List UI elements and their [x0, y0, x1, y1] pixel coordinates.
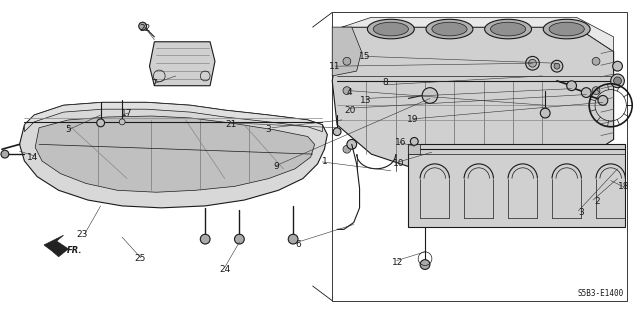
Text: 18: 18	[618, 182, 629, 191]
Circle shape	[566, 81, 577, 91]
Circle shape	[343, 145, 351, 153]
Circle shape	[97, 119, 104, 127]
Circle shape	[529, 59, 536, 67]
Text: 3: 3	[265, 125, 271, 134]
Ellipse shape	[367, 19, 414, 39]
Ellipse shape	[426, 19, 473, 39]
Circle shape	[410, 137, 418, 145]
Circle shape	[234, 234, 244, 244]
Circle shape	[525, 56, 540, 70]
Circle shape	[343, 87, 351, 94]
Text: 8: 8	[382, 78, 388, 87]
Ellipse shape	[484, 19, 532, 39]
Polygon shape	[20, 102, 327, 208]
Polygon shape	[24, 102, 323, 132]
Text: 16: 16	[395, 138, 406, 147]
Text: 24: 24	[219, 265, 230, 274]
Polygon shape	[44, 235, 68, 257]
Circle shape	[581, 88, 591, 97]
Circle shape	[551, 60, 563, 72]
Text: 14: 14	[26, 152, 38, 161]
Text: S5B3-E1400: S5B3-E1400	[577, 289, 623, 298]
Polygon shape	[342, 17, 614, 52]
Polygon shape	[332, 27, 362, 76]
Circle shape	[611, 74, 625, 88]
Circle shape	[540, 108, 550, 118]
Polygon shape	[408, 145, 625, 227]
Text: 15: 15	[358, 52, 370, 61]
Circle shape	[343, 57, 351, 65]
Circle shape	[1, 150, 9, 158]
Circle shape	[139, 22, 147, 30]
Ellipse shape	[543, 19, 590, 39]
Circle shape	[592, 87, 600, 94]
Circle shape	[420, 260, 430, 270]
Circle shape	[347, 139, 356, 149]
Circle shape	[592, 57, 600, 65]
Text: 17: 17	[121, 108, 132, 118]
Polygon shape	[408, 145, 420, 154]
Text: 19: 19	[406, 115, 418, 124]
Text: 7: 7	[152, 79, 157, 88]
Text: FR.: FR.	[67, 246, 82, 255]
Text: 10: 10	[393, 160, 404, 168]
Circle shape	[200, 234, 210, 244]
Circle shape	[598, 95, 608, 105]
Text: 23: 23	[76, 230, 88, 239]
Circle shape	[592, 145, 600, 153]
Ellipse shape	[490, 22, 525, 36]
Text: 21: 21	[225, 120, 236, 129]
Text: 3: 3	[579, 208, 584, 217]
Text: 6: 6	[295, 240, 301, 249]
Polygon shape	[332, 27, 614, 179]
Circle shape	[614, 77, 621, 85]
Text: 20: 20	[344, 106, 355, 115]
Text: 25: 25	[134, 254, 145, 263]
Text: 13: 13	[360, 96, 371, 105]
Text: 4: 4	[347, 88, 353, 97]
Circle shape	[612, 61, 623, 71]
Text: 5: 5	[65, 125, 71, 134]
Text: 1: 1	[321, 158, 327, 167]
Text: 9: 9	[274, 162, 280, 171]
Ellipse shape	[373, 22, 408, 36]
Circle shape	[288, 234, 298, 244]
Circle shape	[422, 88, 438, 103]
Text: 22: 22	[139, 24, 150, 33]
Circle shape	[554, 63, 560, 69]
Text: 11: 11	[330, 62, 341, 71]
Text: 12: 12	[392, 258, 403, 267]
Ellipse shape	[549, 22, 584, 36]
Ellipse shape	[432, 22, 467, 36]
Text: 2: 2	[594, 197, 600, 205]
Circle shape	[333, 128, 341, 136]
Polygon shape	[35, 116, 315, 192]
Polygon shape	[150, 42, 215, 86]
Circle shape	[119, 119, 125, 125]
